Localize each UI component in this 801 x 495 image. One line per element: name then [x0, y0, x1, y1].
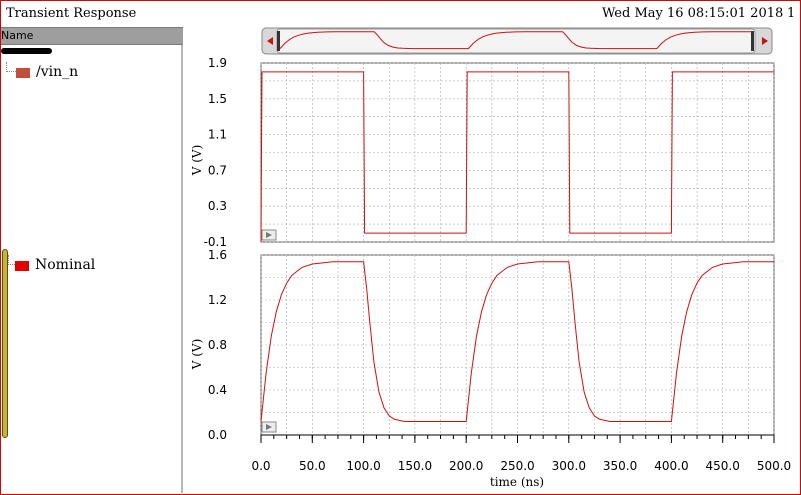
navigator-left-handle[interactable]	[277, 31, 280, 51]
tree-connector	[6, 62, 16, 72]
x-tick-label: 250.0	[500, 459, 534, 473]
y-tick-label: 0.4	[208, 383, 227, 397]
x-axis-label: time (ns)	[490, 475, 544, 489]
y-tick-label: 0.0	[208, 428, 227, 442]
y-tick-label: 1.2	[208, 293, 227, 307]
signal-label: Nominal	[35, 257, 96, 273]
x-tick-labels: 0.0 50.0 100.0 150.0 200.0 250.0 300.0 350.0 400…	[251, 434, 791, 473]
play-icon	[266, 424, 272, 430]
page-number: 1	[787, 6, 796, 21]
y-tick-labels: 1.9 1.5 1.1 0.7 0.3 -0.1	[204, 56, 227, 249]
navigator-right-handle[interactable]	[751, 31, 754, 51]
subplot-vin-n[interactable]: 1.9 1.5 1.1 0.7 0.3 -0.1 V (V)	[190, 56, 775, 249]
y-tick-label: -0.1	[204, 235, 227, 249]
y-axis-label: V (V)	[190, 145, 204, 177]
navigator-window[interactable]	[276, 28, 756, 54]
navigator-right-arrow-icon[interactable]	[762, 37, 768, 45]
y-tick-label: 0.8	[208, 338, 227, 352]
overview-navigator[interactable]	[261, 27, 773, 55]
navigator-left-arrow-icon[interactable]	[267, 37, 273, 45]
tree-connector	[8, 255, 15, 265]
x-tick-label: 50.0	[299, 459, 326, 473]
signal-color-swatch	[16, 68, 30, 78]
y-axis-label: V (V)	[190, 339, 204, 371]
overview-trace	[279, 31, 751, 50]
play-icon	[266, 232, 272, 238]
title-bar: Transient Response Wed May 16 08:15:01 2…	[1, 1, 800, 26]
x-tick-label: 350.0	[603, 459, 637, 473]
expand-subplot-button[interactable]	[261, 421, 277, 433]
x-tick-label: 400.0	[654, 459, 688, 473]
subplot-nominal[interactable]: 1.6 1.2 0.8 0.4 0.0 0.0 50.0 100.0 150.0 200.0 25…	[190, 248, 791, 489]
y-tick-label: 0.3	[208, 199, 227, 213]
trace-nominal[interactable]	[260, 261, 774, 422]
y-tick-label: 1.6	[208, 248, 227, 262]
x-tick-label: 150.0	[398, 459, 432, 473]
y-tick-label: 1.5	[208, 92, 227, 106]
sidebar-scroll-handle[interactable]	[1, 48, 52, 54]
signal-label: /vin_n	[36, 64, 79, 80]
trace-vin-n[interactable]	[260, 71, 774, 243]
signal-color-swatch	[15, 261, 29, 271]
x-tick-label: 450.0	[706, 459, 740, 473]
plot-area[interactable]: 1.9 1.5 1.1 0.7 0.3 -0.1 V (V) 1.6 1.2 0.8 0.4 0.…	[185, 27, 800, 493]
timestamp: Wed May 16 08:15:01 2018	[602, 6, 784, 21]
grid-lines	[260, 254, 775, 436]
x-tick-label: 100.0	[346, 459, 380, 473]
x-tick-label: 200.0	[449, 459, 483, 473]
window-title: Transient Response	[6, 6, 137, 21]
signal-item-vin-n[interactable]: /vin_n	[6, 62, 176, 82]
signal-item-nominal[interactable]: Nominal	[8, 255, 178, 275]
x-tick-label: 300.0	[552, 459, 586, 473]
signal-sidebar: Name /vin_n Nominal	[1, 27, 183, 493]
grid-lines	[260, 62, 775, 243]
y-tick-labels: 1.6 1.2 0.8 0.4 0.0	[208, 248, 227, 442]
y-tick-label: 0.7	[208, 163, 227, 177]
x-tick-label: 500.0	[757, 459, 791, 473]
y-tick-label: 1.1	[208, 128, 227, 142]
name-column-header[interactable]: Name	[1, 27, 183, 45]
expand-subplot-button[interactable]	[261, 229, 277, 241]
waveform-plot[interactable]: 1.9 1.5 1.1 0.7 0.3 -0.1 V (V) 1.6 1.2 0.8 0.4 0.…	[185, 27, 800, 493]
name-header-label: Name	[1, 29, 34, 42]
x-tick-label: 0.0	[251, 459, 270, 473]
resize-handle[interactable]	[2, 249, 8, 438]
y-tick-label: 1.9	[208, 56, 227, 70]
